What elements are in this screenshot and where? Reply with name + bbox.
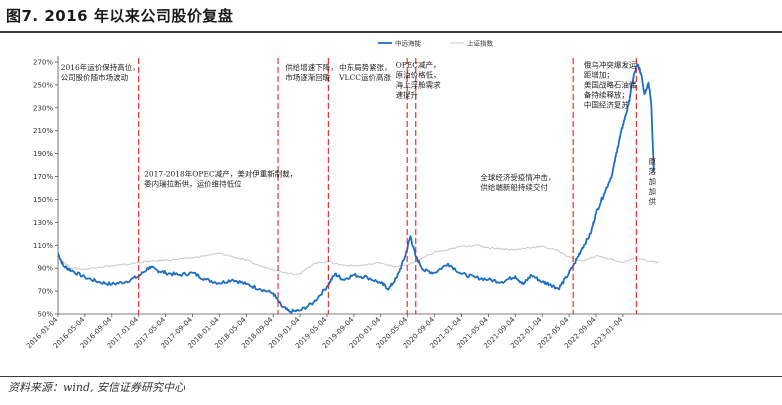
series-line-index xyxy=(58,244,659,275)
legend-label: 上证指数 xyxy=(467,39,494,48)
y-tick-label: 90% xyxy=(37,265,53,273)
annotation-text: 原落加加供 xyxy=(648,157,656,206)
legend-label: 中远海能 xyxy=(395,39,422,48)
annotations: 2016年运价保持高位，公司股价随市场波动 2017-2018年OPEC减产，美对… xyxy=(61,60,657,206)
y-tick-label: 250% xyxy=(33,81,53,89)
y-tick-label: 270% xyxy=(33,59,53,67)
stock-price-line-chart: 50% 70% 90% 110% 130% 150% 170% 190% 210% 230% 250… xyxy=(25,39,782,350)
annotation-text: 俄乌冲突爆发运距增加；美国战略石油储备持续释放；中国经济复苏 xyxy=(584,60,637,110)
source-note: 资料来源：wind, 安信证券研究中心 xyxy=(8,381,186,394)
y-tick-label: 150% xyxy=(33,196,53,204)
annotation-text: 全球经济受疫情冲击，供给端新船持续交付 xyxy=(480,172,555,192)
title-rule xyxy=(0,31,782,33)
y-tick-label: 110% xyxy=(33,242,53,250)
legend-item: 中远海能 xyxy=(378,39,422,48)
event-lines xyxy=(138,58,637,314)
chart-legend: 中远海能 上证指数 xyxy=(378,39,494,48)
y-tick-label: 50% xyxy=(37,311,53,319)
y-tick-label: 130% xyxy=(33,219,53,227)
y-tick-label: 190% xyxy=(33,150,53,158)
source-rule xyxy=(0,376,782,377)
annotation-text: 供给增速下降，市场逐渐回暖 xyxy=(285,62,338,82)
annotation-text: 2017-2018年OPEC减产，美对伊重新制裁，委内瑞拉断供，运价维持低位 xyxy=(144,169,297,189)
annotation-text: 2016年运价保持高位，公司股价随市场波动 xyxy=(61,62,140,82)
annotation-text: OPEC减产，原油价格低，海上浮舱需求速提升 xyxy=(396,60,441,100)
annotation-text: 中东局势紧张， VLCC运价高涨 xyxy=(338,62,392,82)
y-tick-label: 230% xyxy=(33,104,53,112)
y-tick-label: 70% xyxy=(37,288,53,296)
y-tick-label: 210% xyxy=(33,127,53,135)
y-tick-label: 170% xyxy=(33,173,53,181)
x-axis: 2016-01-042016-05-042016-09-042017-01-04… xyxy=(25,313,782,350)
figure-title: 图7. 2016 年以来公司股价复盘 xyxy=(6,7,234,25)
series-layer xyxy=(58,63,659,314)
series-line-stock xyxy=(58,63,655,314)
y-axis: 50% 70% 90% 110% 130% 150% 170% 190% 210% 230% 250… xyxy=(33,56,59,319)
legend-item: 上证指数 xyxy=(450,39,494,48)
